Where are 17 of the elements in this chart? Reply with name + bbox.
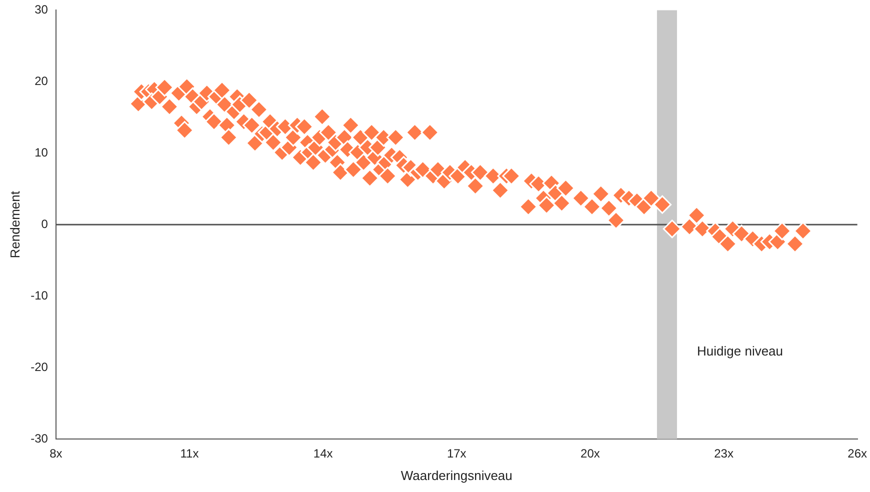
x-tick-label: 23x [714, 446, 734, 461]
y-tick-label: 20 [34, 74, 48, 88]
y-tick-label: -20 [30, 360, 48, 374]
y-tick-label: 30 [34, 2, 48, 17]
y-tick-label: -10 [30, 288, 48, 302]
y-axis-title: Rendement [7, 190, 22, 258]
band-label: Huidige niveau [697, 343, 784, 358]
x-tick-label: 17x [446, 446, 466, 461]
x-tick-label: 11x [180, 446, 199, 461]
y-tick-label: 0 [41, 216, 48, 231]
y-tick-label: 10 [34, 145, 48, 160]
x-axis-title: Waarderingsniveau [400, 468, 512, 483]
x-tick-label: 8x [50, 446, 62, 461]
y-tick-label: -30 [30, 431, 48, 446]
x-tick-label: 26x [848, 446, 868, 461]
x-tick-label: 20x [580, 446, 600, 461]
x-tick-label: 14x [313, 446, 333, 461]
